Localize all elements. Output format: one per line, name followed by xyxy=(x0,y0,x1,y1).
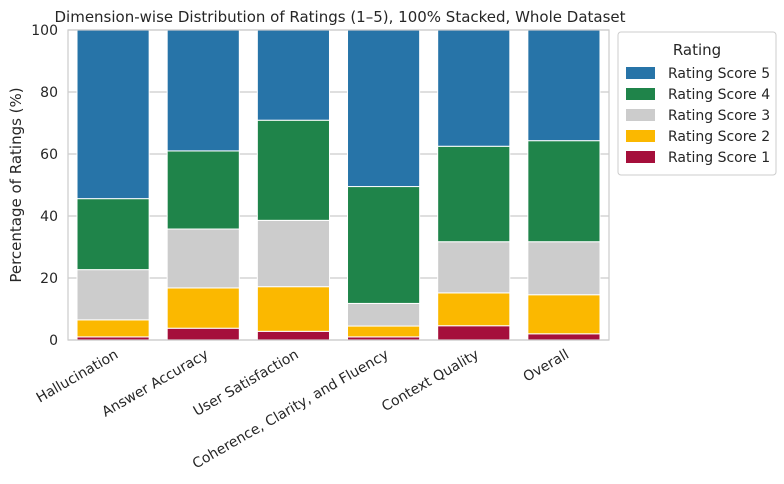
legend-swatch xyxy=(626,151,655,163)
bar-segment xyxy=(527,294,601,335)
bar-segment xyxy=(527,333,601,341)
legend-swatch xyxy=(626,109,655,121)
y-tick-label: 60 xyxy=(40,147,58,163)
legend-frame xyxy=(617,31,777,176)
bar-segment xyxy=(256,219,330,288)
y-tick-label: 80 xyxy=(40,85,58,101)
bar-segment xyxy=(256,119,330,221)
chart-title: Dimension-wise Distribution of Ratings (… xyxy=(54,8,625,26)
bar-segment xyxy=(347,186,421,304)
bar-segment xyxy=(437,292,511,327)
y-tick-labels: 0 20 40 60 80 100 xyxy=(31,23,58,349)
bar-segment xyxy=(166,327,240,341)
legend-entry: Rating Score 5 xyxy=(668,66,770,82)
legend-entry: Rating Score 4 xyxy=(668,87,770,103)
bar-segment xyxy=(437,145,511,243)
y-axis-label: Percentage of Ratings (%) xyxy=(7,87,25,282)
bar-segment xyxy=(76,29,150,200)
bar-segment xyxy=(437,325,511,341)
bar-segment xyxy=(76,269,150,321)
legend-title: Rating xyxy=(673,41,721,59)
bar-segment xyxy=(166,228,240,289)
bars xyxy=(76,29,601,341)
legend-entry: Rating Score 3 xyxy=(668,108,770,124)
bar-segment xyxy=(437,241,511,294)
legend-swatch xyxy=(626,88,655,100)
y-tick-label: 100 xyxy=(31,23,58,39)
bar-segment xyxy=(166,29,240,152)
bar-segment xyxy=(347,302,421,327)
x-tick-label: Overall xyxy=(521,347,572,386)
y-tick-label: 0 xyxy=(49,333,58,349)
bar-segment xyxy=(347,29,421,188)
bar-segment xyxy=(256,330,330,341)
x-tick-label: Hallucination xyxy=(34,347,121,407)
bar-segment xyxy=(256,286,330,332)
bar-segment xyxy=(76,319,150,338)
legend-swatch xyxy=(626,130,655,142)
bar-segment xyxy=(166,287,240,329)
legend-entry: Rating Score 1 xyxy=(668,150,770,166)
x-tick-label: Context Quality xyxy=(379,347,482,416)
bar-segment xyxy=(527,29,601,142)
y-tick-label: 20 xyxy=(40,271,58,287)
bar-segment xyxy=(166,150,240,230)
legend-items: Rating Score 5 Rating Score 4 Rating Score… xyxy=(626,66,770,166)
plot-frame xyxy=(67,29,610,341)
bar-segment xyxy=(256,29,330,121)
bar-segment xyxy=(527,241,601,296)
legend-entry: Rating Score 2 xyxy=(668,129,770,145)
legend-swatch xyxy=(626,67,655,79)
bar-segment xyxy=(347,325,421,338)
bar-segment xyxy=(76,198,150,271)
bar-segment xyxy=(437,29,511,147)
bar-segment xyxy=(527,140,601,243)
y-tick-label: 40 xyxy=(40,209,58,225)
